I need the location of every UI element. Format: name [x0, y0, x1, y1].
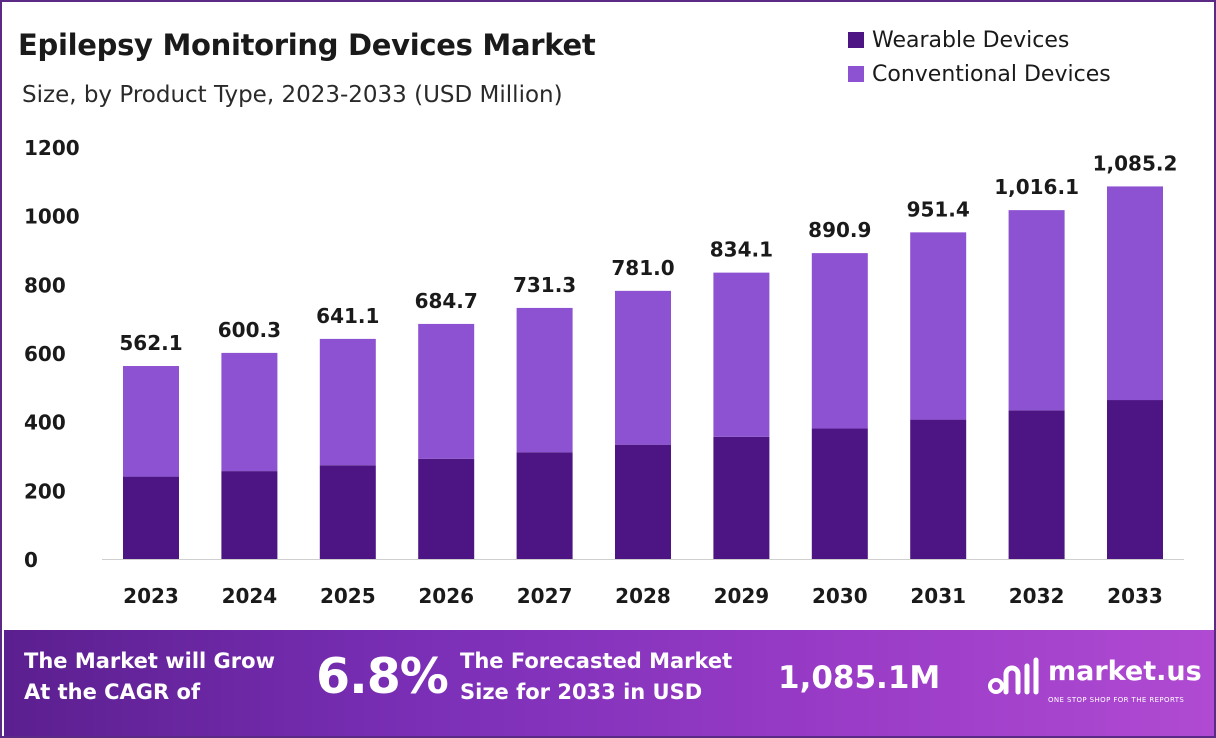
bar-wearable: [516, 452, 573, 559]
x-tick-label: 2024: [222, 584, 278, 608]
y-tick-label: 800: [24, 273, 66, 297]
bar-wearable: [418, 458, 475, 559]
bar-wearable: [910, 419, 967, 559]
x-tick-label: 2025: [320, 584, 376, 608]
x-tick-label: 2026: [418, 584, 474, 608]
bar-total-label: 562.1: [119, 331, 182, 355]
bar-conventional: [418, 323, 475, 459]
bar-wearable: [123, 476, 179, 559]
y-tick-label: 200: [24, 479, 66, 503]
bar-conventional: [221, 352, 278, 472]
x-tick-label: 2029: [714, 584, 770, 608]
x-tick-label: 2031: [910, 584, 966, 608]
logo-text: market.us: [1048, 656, 1202, 687]
legend-swatch-conventional: [848, 66, 864, 82]
bar-conventional: [713, 272, 770, 437]
bar-conventional: [615, 290, 671, 445]
x-tick-label: 2027: [517, 584, 573, 608]
market-us-logo-icon: [988, 657, 1039, 695]
bar-conventional: [811, 253, 868, 429]
x-tick-label: 2033: [1107, 584, 1163, 608]
x-tick-label: 2030: [812, 584, 868, 608]
logo-tagline: ONE STOP SHOP FOR THE REPORTS: [1048, 696, 1185, 704]
legend-label-conventional: Conventional Devices: [872, 61, 1111, 87]
bar-wearable: [319, 465, 376, 559]
cagr-text-line1: The Market will Grow: [24, 649, 275, 673]
y-tick-label: 1200: [24, 136, 80, 160]
legend-label-wearable: Wearable Devices: [872, 27, 1070, 53]
bar-total-label: 600.3: [218, 318, 281, 342]
x-tick-label: 2032: [1009, 584, 1065, 608]
forecast-text-line2: Size for 2033 in USD: [460, 680, 703, 704]
bar-wearable: [713, 436, 770, 559]
bar-conventional: [1008, 210, 1065, 411]
bar-conventional: [123, 366, 179, 477]
bar-total-label: 731.3: [513, 273, 576, 297]
cagr-value: 6.8%: [316, 648, 449, 705]
bar-total-label: 890.9: [808, 218, 871, 242]
legend-swatch-wearable: [848, 32, 864, 48]
y-tick-label: 600: [24, 342, 66, 366]
bar-conventional: [319, 338, 376, 466]
summary-banner: The Market will Grow At the CAGR of 6.8%…: [4, 630, 1214, 736]
bar-wearable: [615, 444, 671, 559]
chart-title: Epilepsy Monitoring Devices Market: [18, 28, 596, 62]
bar-conventional: [516, 307, 573, 453]
bar-wearable: [1107, 400, 1163, 559]
bar-chart: 0 200 400 600 800 1000 1200 562.1 2023 600.3 2024 6…: [24, 136, 1184, 608]
y-tick-label: 1000: [24, 205, 80, 229]
bar-wearable: [811, 428, 868, 559]
forecast-value: 1,085.1M: [778, 660, 941, 696]
x-tick-label: 2028: [615, 584, 671, 608]
bar-total-label: 641.1: [316, 304, 379, 328]
y-tick-label: 400: [24, 411, 66, 435]
x-tick-label: 2023: [123, 584, 179, 608]
bar-wearable: [1008, 410, 1065, 559]
bar-total-label: 684.7: [415, 289, 478, 313]
bar-conventional: [1107, 186, 1163, 401]
cagr-text-line2: At the CAGR of: [24, 680, 201, 704]
bar-wearable: [221, 471, 278, 559]
legend-item-wearable: Wearable Devices: [848, 26, 1069, 54]
bar-total-label: 1,085.2: [1093, 151, 1178, 175]
market-us-logo: market.us ONE STOP SHOP FOR THE REPORTS: [986, 654, 1214, 714]
bar-total-label: 781.0: [611, 256, 674, 280]
legend-item-conventional: Conventional Devices: [848, 60, 1111, 88]
chart-subtitle: Size, by Product Type, 2023-2033 (USD Mi…: [22, 82, 563, 108]
bar-total-label: 834.1: [710, 238, 773, 262]
y-tick-label: 0: [24, 548, 38, 572]
bar-total-label: 1,016.1: [994, 175, 1079, 199]
forecast-text-line1: The Forecasted Market: [460, 649, 733, 673]
bar-conventional: [910, 232, 967, 420]
bar-total-label: 951.4: [907, 197, 970, 221]
